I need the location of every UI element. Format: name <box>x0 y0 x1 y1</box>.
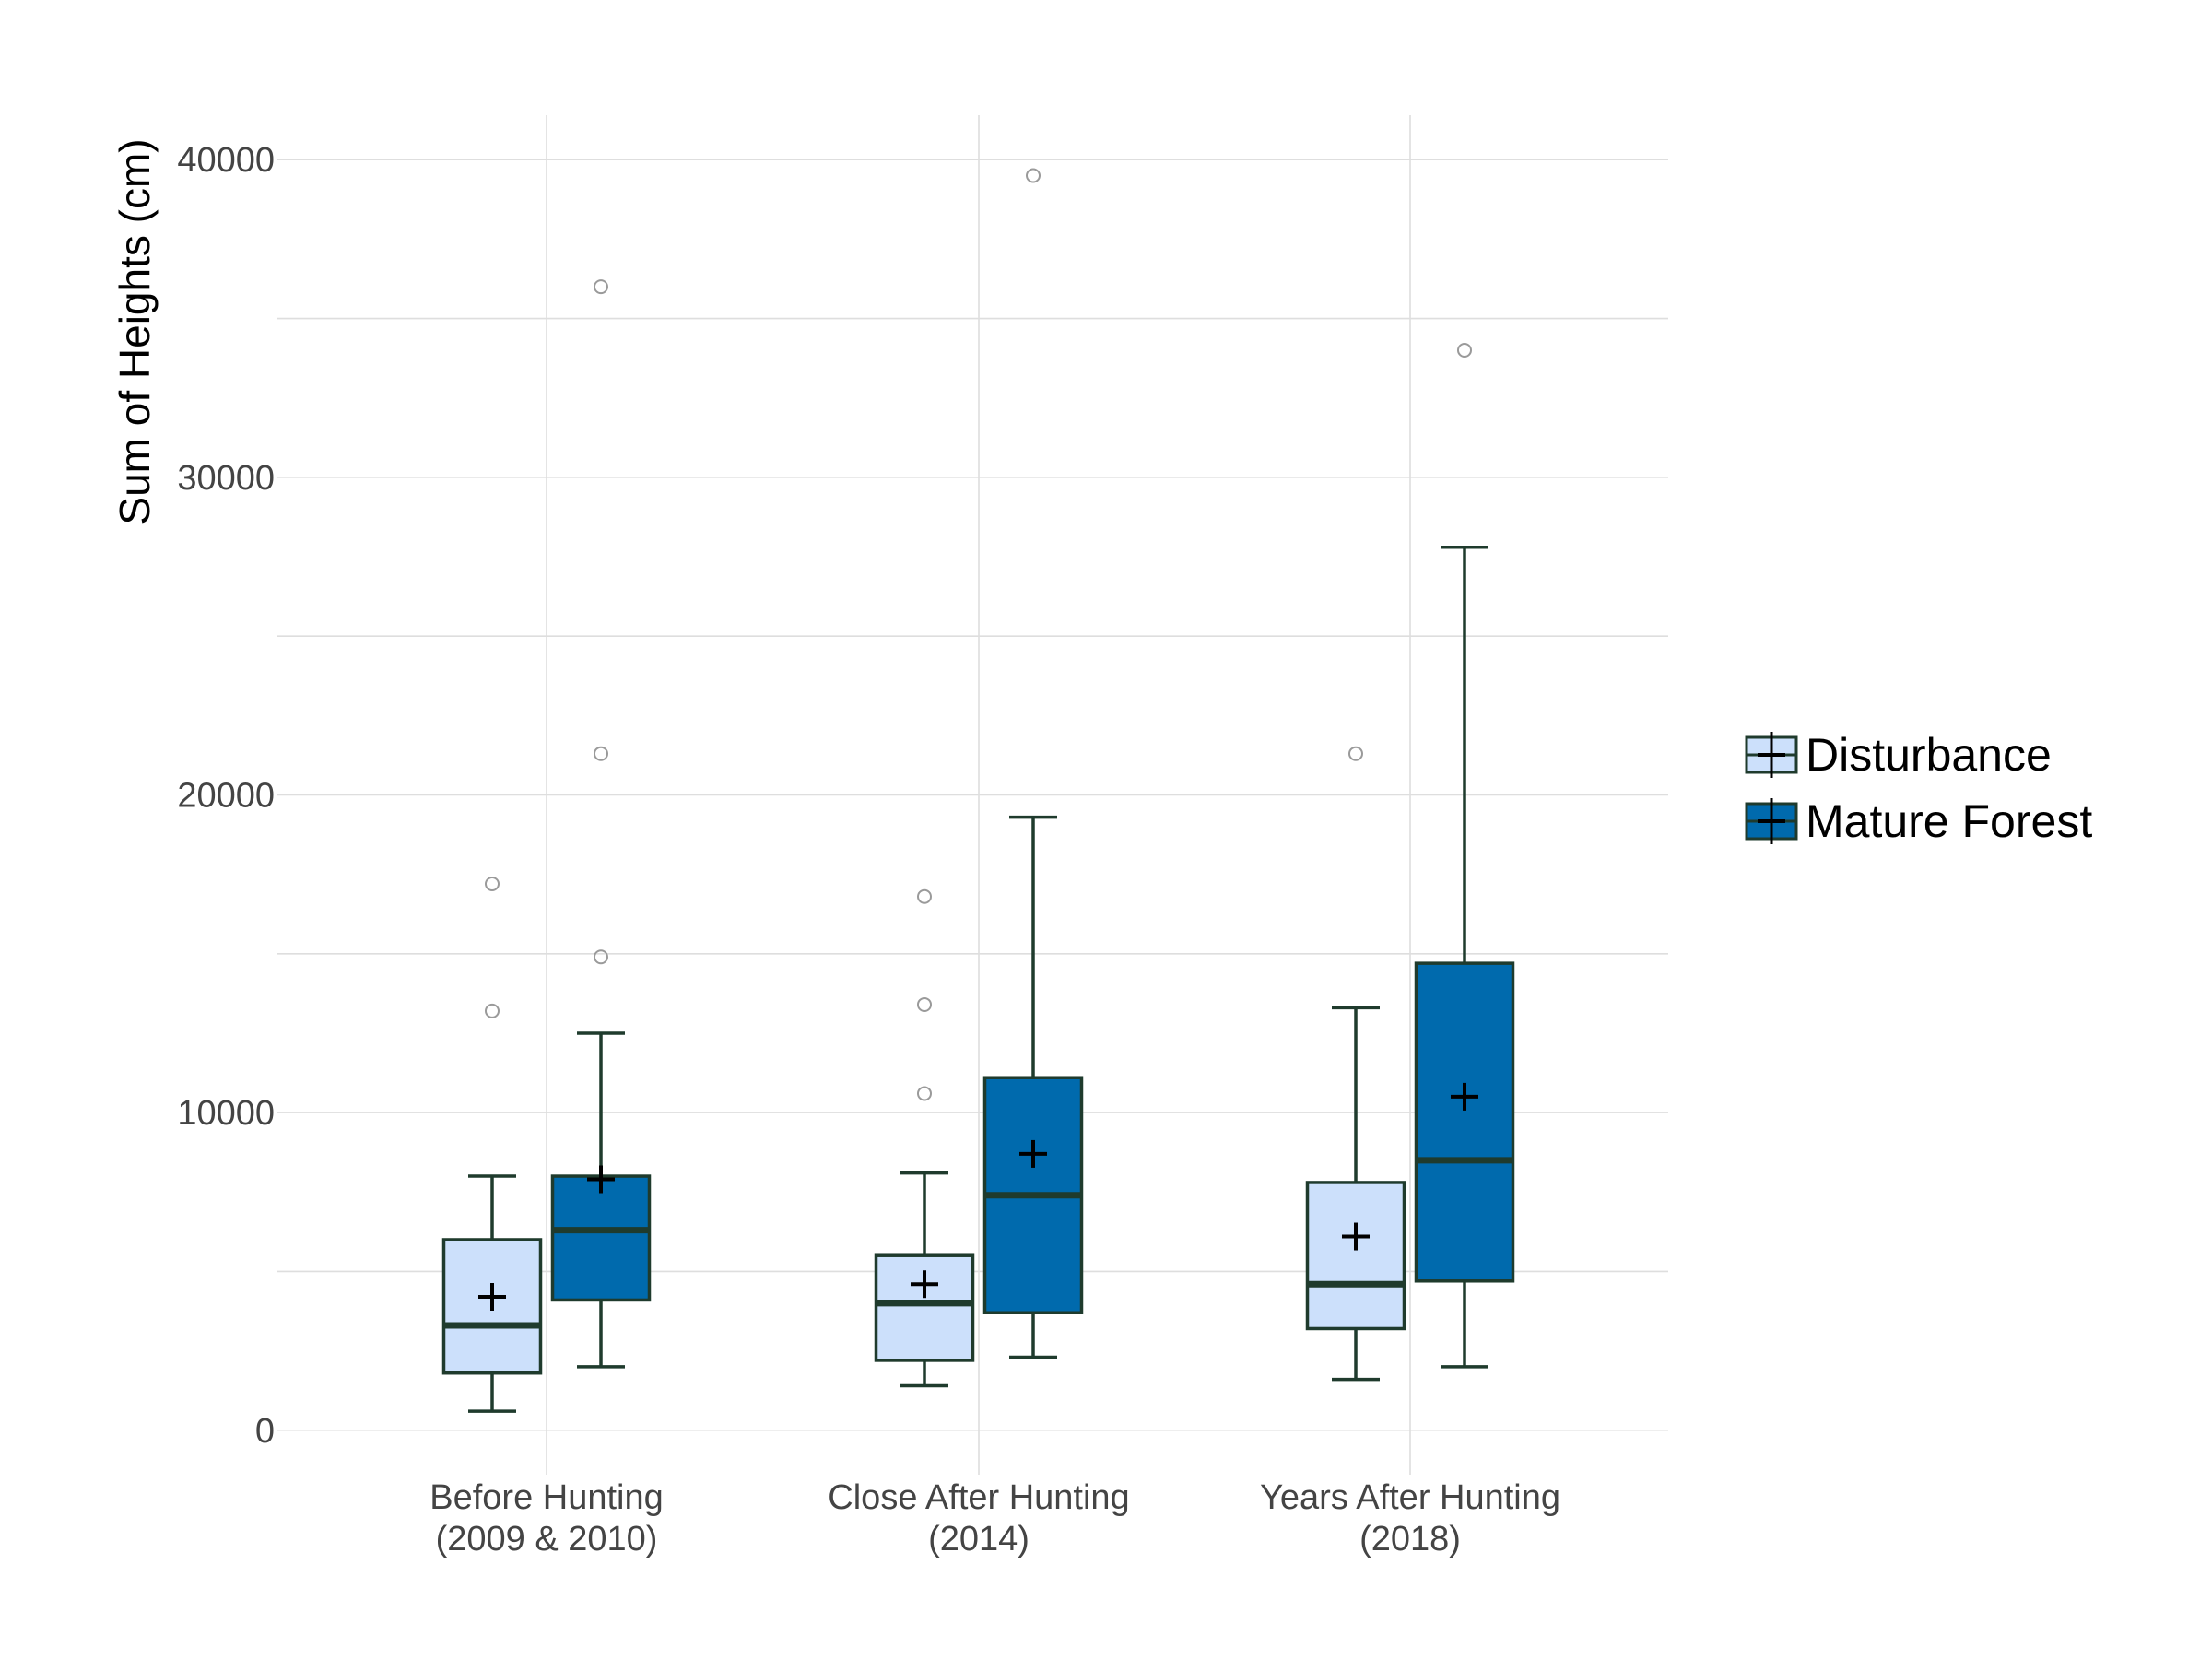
outlier-point <box>917 888 932 904</box>
box-mature-forest <box>982 168 1084 1359</box>
legend: Disturbance Mature Forest <box>1745 729 2092 847</box>
outlier-point <box>1457 343 1472 359</box>
legend-label: Mature Forest <box>1806 795 2092 847</box>
box-iqr <box>550 1174 652 1302</box>
x-tick-label-line: (2014) <box>928 1520 1030 1559</box>
x-tick-label-line: (2018) <box>1359 1520 1461 1559</box>
outlier-point <box>594 746 608 761</box>
legend-label: Disturbance <box>1806 729 2052 781</box>
outlier-point <box>1026 168 1041 183</box>
y-tick-label: 0 <box>255 1412 275 1451</box>
legend-item-disturbance: Disturbance <box>1745 729 2052 781</box>
y-tick-label: 40000 <box>177 141 275 180</box>
outlier-point <box>594 949 608 965</box>
y-tick-label: 30000 <box>177 459 275 498</box>
y-tick-label: 10000 <box>177 1094 275 1133</box>
axis-layer: 0 10000 20000 30000 40000 Before Hunting (2009… <box>177 141 1560 1559</box>
boxes-layer <box>441 168 1515 1413</box>
x-tick-label: Before Hunting (2009 & 2010) <box>429 1478 664 1559</box>
legend-item-mature-forest: Mature Forest <box>1745 795 2092 847</box>
x-tick-label-line: Years After Hunting <box>1260 1478 1560 1517</box>
outlier-point <box>485 876 500 891</box>
box-mature-forest <box>550 279 652 1369</box>
outlier-point <box>594 279 608 295</box>
x-tick-label-line: Before Hunting <box>429 1478 664 1517</box>
y-tick-label: 20000 <box>177 777 275 816</box>
box-disturbance <box>1305 746 1406 1382</box>
outlier-point <box>917 1086 932 1101</box>
x-tick-label-line: (2009 & 2010) <box>436 1520 658 1559</box>
box-disturbance <box>441 876 543 1413</box>
outlier-point <box>1348 746 1363 761</box>
outlier-point <box>485 1003 500 1018</box>
y-axis-title: Sum of Heights (cm) <box>111 138 159 524</box>
x-tick-label: Close After Hunting (2014) <box>828 1478 1129 1559</box>
box-iqr <box>1414 961 1515 1283</box>
x-tick-label: Years After Hunting (2018) <box>1260 1478 1560 1559</box>
x-tick-label-line: Close After Hunting <box>828 1478 1129 1517</box>
box-iqr <box>1305 1181 1406 1331</box>
box-mature-forest <box>1414 343 1515 1369</box>
outlier-point <box>917 996 932 1012</box>
box-disturbance <box>874 888 975 1388</box>
